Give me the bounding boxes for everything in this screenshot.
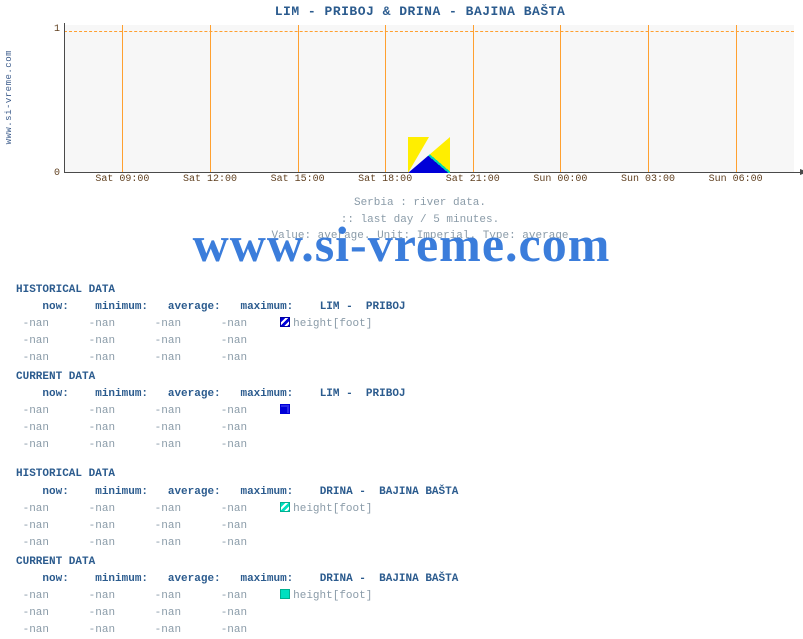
gridline-v: [736, 25, 737, 173]
subtitle-line: Serbia : river data.: [42, 195, 798, 212]
gridline-v: [298, 25, 299, 173]
table-row: -nan -nan -nan -nan height[foot]: [16, 501, 458, 518]
x-tick-label: Sat 09:00: [95, 174, 149, 185]
table-row: -nan -nan -nan -nan: [16, 535, 458, 552]
series-marker-icon: [280, 404, 290, 414]
chart-subtitle: Serbia : river data. :: last day / 5 min…: [42, 195, 798, 245]
table-row: -nan -nan -nan -nan: [16, 350, 458, 367]
x-tick-label: Sun 06:00: [709, 174, 763, 185]
y-tick: 0: [54, 168, 60, 179]
x-tick-label: Sat 21:00: [446, 174, 500, 185]
x-tick-label: Sat 12:00: [183, 174, 237, 185]
x-tick-label: Sun 03:00: [621, 174, 675, 185]
gridline-v: [473, 25, 474, 173]
y-tick: 1: [54, 24, 60, 35]
table-header-row: now: minimum: average: maximum: LIM - PR…: [16, 386, 458, 403]
table-row: -nan -nan -nan -nan height[foot]: [16, 316, 458, 333]
plot-area: 0 1: [64, 25, 794, 173]
gridline-v: [122, 25, 123, 173]
series-marker-icon: [280, 317, 290, 327]
subtitle-line: Value: average. Unit: Imperial. Type: av…: [42, 228, 798, 245]
table-header-row: now: minimum: average: maximum: DRINA - …: [16, 484, 458, 501]
x-axis-labels: Sat 09:00 Sat 12:00 Sat 15:00 Sat 18:00 Sat …: [64, 173, 794, 187]
section-title: HISTORICAL DATA: [16, 466, 458, 483]
section-title: HISTORICAL DATA: [16, 282, 458, 299]
gridline-v: [210, 25, 211, 173]
table-row: -nan -nan -nan -nan height[foot]: [16, 588, 458, 605]
series-marker-icon: [280, 589, 290, 599]
table-row: -nan -nan -nan -nan: [16, 518, 458, 535]
table-row: -nan -nan -nan -nan: [16, 403, 458, 420]
y-axis: [64, 23, 65, 173]
data-tables: HISTORICAL DATA now: minimum: average: m…: [16, 280, 458, 639]
subtitle-line: :: last day / 5 minutes.: [42, 212, 798, 229]
x-tick-label: Sat 18:00: [358, 174, 412, 185]
chart-container: LIM - PRIBOJ & DRINA - BAJINA BAŠTA 0 1 …: [42, 4, 798, 192]
series-marker-icon: [280, 502, 290, 512]
table-row: -nan -nan -nan -nan: [16, 605, 458, 622]
table-header-row: now: minimum: average: maximum: DRINA - …: [16, 571, 458, 588]
table-row: -nan -nan -nan -nan: [16, 333, 458, 350]
section-title: CURRENT DATA: [16, 554, 458, 571]
table-row: -nan -nan -nan -nan: [16, 622, 458, 639]
chart-title: LIM - PRIBOJ & DRINA - BAJINA BAŠTA: [42, 4, 798, 19]
gridline-v: [560, 25, 561, 173]
gridline-h: [64, 31, 794, 32]
site-url-vertical: www.si-vreme.com: [4, 50, 14, 144]
gridline-v: [385, 25, 386, 173]
section-title: CURRENT DATA: [16, 369, 458, 386]
table-row: -nan -nan -nan -nan: [16, 420, 458, 437]
x-tick-label: Sat 15:00: [271, 174, 325, 185]
x-tick-label: Sun 00:00: [533, 174, 587, 185]
gridline-v: [648, 25, 649, 173]
table-row: -nan -nan -nan -nan: [16, 437, 458, 454]
legend-icon: [408, 137, 450, 173]
table-header-row: now: minimum: average: maximum: LIM - PR…: [16, 299, 458, 316]
